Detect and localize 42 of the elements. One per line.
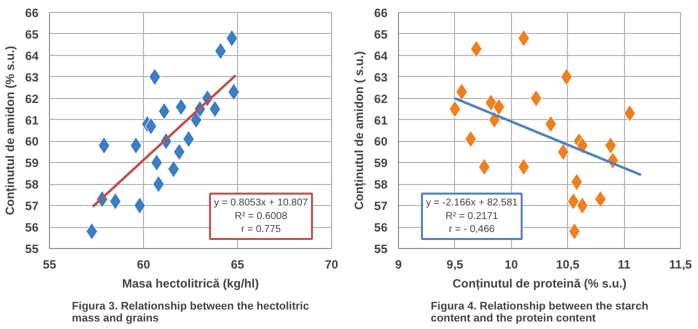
x-tick-label: 55 [42,258,56,272]
x-tick-label: 9,5 [446,258,464,272]
x-tick-label: 10,5 [556,258,580,272]
y-tick-label: 66 [374,6,388,20]
y-tick-label: 61 [374,113,388,128]
x-tick-label: 10 [504,258,518,272]
y-tick-label: 58 [25,178,39,192]
y-tick-label: 60 [374,134,388,149]
y-tick-label: 62 [25,92,39,106]
x-axis-title: Masa hectolitrică (kg/hl) [122,276,259,290]
y-tick-label: 56 [374,220,388,235]
y-tick-label: 57 [374,199,388,214]
x-tick-label: 70 [324,258,338,272]
x-tick-label: 60 [136,258,150,272]
annotation: y = -2.166x + 82.581 R² = 0.2171 r = - 0,466 [426,198,518,236]
annotation: y = 0.8053x + 10.807 R² = 0.6008 r = 0.775 [214,198,308,236]
y-tick-label: 64 [25,48,39,63]
y-tick-label: 65 [25,27,39,42]
text: Figura 4. Relationship between the starch content and the protein content [430,300,649,324]
y-tick-label: 64 [374,48,388,63]
y-tick-label: 57 [25,199,39,214]
x-tick-label: 11,5 [669,258,692,272]
y-tick-label: 55 [25,242,39,256]
y-tick-label: 63 [374,70,388,84]
text: Figura 3. Relationship between the hectolitric mass and grains [72,300,310,324]
x-tick-label: 11 [618,258,631,272]
y-tick-label: 66 [25,6,39,20]
y-tick-label: 61 [25,113,39,128]
y-tick-label: 63 [25,70,39,84]
y-axis-title: Conținutul de amidon ( s.u.) [352,51,366,210]
y-tick-label: 65 [374,27,388,42]
x-axis-title: Conținutul de proteină (% s.u.) [452,276,627,290]
y-tick-label: 55 [374,242,388,256]
x-tick-label: 9 [395,258,402,272]
y-tick-label: 56 [25,220,39,235]
y-tick-label: 62 [374,92,388,106]
y-tick-label: 59 [25,156,39,170]
y-tick-label: 60 [25,134,39,149]
y-tick-label: 58 [374,178,388,192]
x-tick-label: 65 [230,258,244,272]
y-tick-label: 59 [374,156,388,170]
y-axis-title: Conținutul de amidon (% s.u.) [3,46,18,216]
